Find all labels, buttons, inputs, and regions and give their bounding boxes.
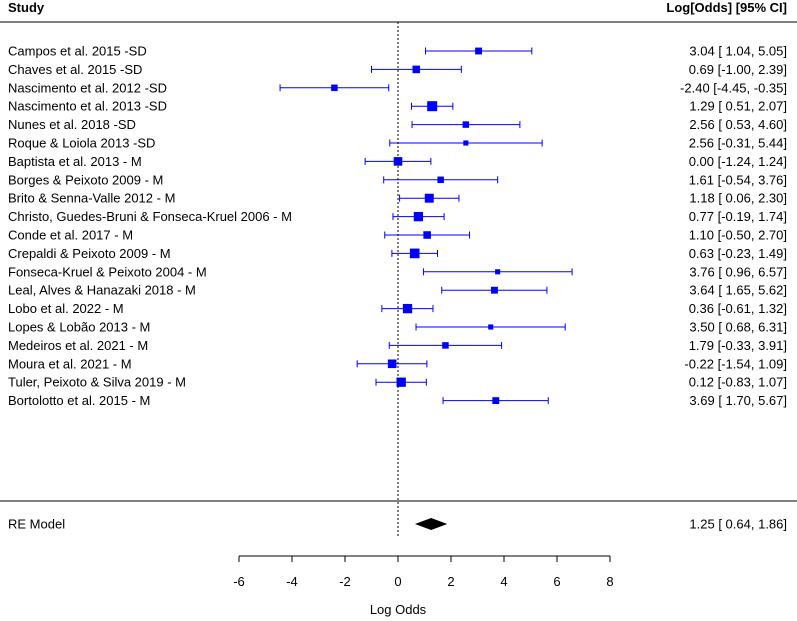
estimate-square — [413, 211, 424, 222]
estimate-text: 1.10 [-0.50, 2.70] — [689, 228, 787, 243]
study-label: Medeiros et al. 2021 - M — [8, 338, 148, 353]
estimate-square — [387, 359, 397, 369]
summary-diamond — [414, 518, 448, 530]
study-row: Tuler, Peixoto & Silva 2019 - M 0.12 [-0.… — [8, 375, 787, 390]
summary-label: RE Model — [8, 517, 65, 532]
study-row: Baptista et al. 2013 - M 0.00 [-1.24, 1.2… — [8, 154, 787, 169]
study-rows: Campos et al. 2015 -SD 3.04 [ 1.04, 5.05]… — [8, 44, 787, 409]
estimate-text: 0.69 [-1.00, 2.39] — [689, 62, 787, 77]
study-label: Christo, Guedes-Bruni & Fonseca-Kruel 20… — [8, 209, 292, 224]
study-label: Lobo et al. 2022 - M — [8, 301, 124, 316]
study-label: Campos et al. 2015 -SD — [8, 44, 147, 59]
estimate-square — [495, 269, 501, 275]
estimate-text: 0.36 [-0.61, 1.32] — [689, 301, 787, 316]
study-row: Leal, Alves & Hanazaki 2018 - M 3.64 [ 1.… — [8, 283, 787, 298]
estimate-square — [491, 286, 498, 294]
study-label: Crepaldi & Peixoto 2009 - M — [8, 246, 171, 261]
study-label: Bortolotto et al. 2015 - M — [8, 393, 150, 408]
estimate-text: -0.22 [-1.54, 1.09] — [684, 356, 787, 371]
estimate-text: 0.00 [-1.24, 1.24] — [689, 154, 787, 169]
estimate-text: 1.61 [-0.54, 3.76] — [689, 172, 787, 187]
estimate-text: 1.79 [-0.33, 3.91] — [689, 338, 787, 353]
estimate-text: 2.56 [ 0.53, 4.60] — [689, 117, 787, 132]
study-row: Nascimento et al. 2013 -SD 1.29 [ 0.51, 2… — [8, 99, 787, 114]
summary-row: RE Model 1.25 [ 0.64, 1.86] — [8, 517, 787, 532]
x-tick-label: 2 — [447, 574, 454, 589]
study-label: Nascimento et al. 2013 -SD — [8, 99, 167, 114]
estimate-square — [424, 193, 434, 203]
study-label: Fonseca-Kruel & Peixoto 2004 - M — [8, 264, 207, 279]
study-row: Brito & Senna-Valle 2012 - M 1.18 [ 0.06,… — [8, 191, 787, 206]
estimate-text: -2.40 [-4.45, -0.35] — [680, 80, 787, 95]
estimate-text: 0.12 [-0.83, 1.07] — [689, 375, 787, 390]
estimate-text: 0.77 [-0.19, 1.74] — [689, 209, 787, 224]
study-row: Bortolotto et al. 2015 - M 3.69 [ 1.70, 5… — [8, 393, 787, 408]
study-row: Nunes et al. 2018 -SD 2.56 [ 0.53, 4.60] — [8, 117, 787, 132]
study-label: Roque & Loiola 2013 -SD — [8, 136, 155, 151]
estimate-text: 1.29 [ 0.51, 2.07] — [689, 99, 787, 114]
x-axis: -6 -4 -2 0 2 4 6 8 — [233, 555, 614, 589]
study-row: Christo, Guedes-Bruni & Fonseca-Kruel 20… — [8, 209, 787, 224]
estimate-square — [427, 101, 438, 112]
x-axis-label: Log Odds — [370, 602, 427, 617]
estimate-square — [331, 84, 338, 92]
estimate-square — [412, 65, 421, 74]
estimate-square — [442, 342, 449, 349]
study-row: Crepaldi & Peixoto 2009 - M 0.63 [-0.23, … — [8, 246, 787, 261]
study-label: Lopes & Lobão 2013 - M — [8, 320, 150, 335]
estimate-square — [462, 121, 470, 128]
estimate-square — [402, 303, 413, 314]
estimate-square — [437, 176, 444, 184]
estimate-square — [423, 231, 431, 239]
x-tick-label: 8 — [606, 574, 613, 589]
study-label: Brito & Senna-Valle 2012 - M — [8, 191, 175, 206]
x-tick-label: 6 — [553, 574, 560, 589]
study-label: Tuler, Peixoto & Silva 2019 - M — [8, 375, 186, 390]
estimate-square — [463, 140, 469, 146]
x-tick-label: -4 — [286, 574, 298, 589]
study-row: Medeiros et al. 2021 - M 1.79 [-0.33, 3.9… — [8, 338, 787, 353]
x-tick-label: 0 — [394, 574, 401, 589]
estimate-text: 3.50 [ 0.68, 6.31] — [689, 320, 787, 335]
estimate-text: 3.64 [ 1.65, 5.62] — [689, 283, 787, 298]
estimate-text: 1.18 [ 0.06, 2.30] — [689, 191, 787, 206]
study-row: Lopes & Lobão 2013 - M 3.50 [ 0.68, 6.31] — [8, 320, 787, 335]
study-row: Nascimento et al. 2012 -SD -2.40 [-4.45, … — [8, 80, 787, 95]
estimate-square — [396, 377, 406, 387]
estimate-square — [492, 397, 500, 405]
study-row: Conde et al. 2017 - M 1.10 [-0.50, 2.70] — [8, 228, 787, 243]
estimate-square — [475, 47, 482, 55]
study-row: Campos et al. 2015 -SD 3.04 [ 1.04, 5.05] — [8, 44, 787, 59]
study-row: Roque & Loiola 2013 -SD 2.56 [-0.31, 5.44… — [8, 136, 787, 151]
study-row: Moura et al. 2021 - M -0.22 [-1.54, 1.09] — [8, 356, 787, 371]
study-row: Borges & Peixoto 2009 - M 1.61 [-0.54, 3.… — [8, 172, 787, 187]
summary-estimate-text: 1.25 [ 0.64, 1.86] — [689, 517, 787, 532]
study-label: Chaves et al. 2015 -SD — [8, 62, 142, 77]
estimate-square — [409, 248, 420, 259]
estimate-square — [488, 324, 494, 330]
estimate-column-header: Log[Odds] [95% CI] — [666, 0, 787, 15]
estimate-square — [393, 157, 403, 166]
study-label: Nascimento et al. 2012 -SD — [8, 80, 167, 95]
x-tick-label: -6 — [233, 574, 245, 589]
x-tick-label: 4 — [500, 574, 507, 589]
x-tick-label: -2 — [339, 574, 351, 589]
estimate-text: 3.69 [ 1.70, 5.67] — [689, 393, 787, 408]
study-label: Leal, Alves & Hanazaki 2018 - M — [8, 283, 196, 298]
study-label: Conde et al. 2017 - M — [8, 228, 133, 243]
estimate-text: 3.04 [ 1.04, 5.05] — [689, 44, 787, 59]
study-label: Borges & Peixoto 2009 - M — [8, 172, 163, 187]
study-row: Fonseca-Kruel & Peixoto 2004 - M 3.76 [ 0… — [8, 264, 787, 279]
study-column-header: Study — [8, 0, 45, 15]
study-label: Baptista et al. 2013 - M — [8, 154, 142, 169]
study-row: Lobo et al. 2022 - M 0.36 [-0.61, 1.32] — [8, 301, 787, 316]
study-label: Nunes et al. 2018 -SD — [8, 117, 136, 132]
study-label: Moura et al. 2021 - M — [8, 356, 132, 371]
estimate-text: 0.63 [-0.23, 1.49] — [689, 246, 787, 261]
study-row: Chaves et al. 2015 -SD 0.69 [-1.00, 2.39] — [8, 62, 787, 77]
estimate-text: 3.76 [ 0.96, 6.57] — [689, 264, 787, 279]
estimate-text: 2.56 [-0.31, 5.44] — [689, 136, 787, 151]
